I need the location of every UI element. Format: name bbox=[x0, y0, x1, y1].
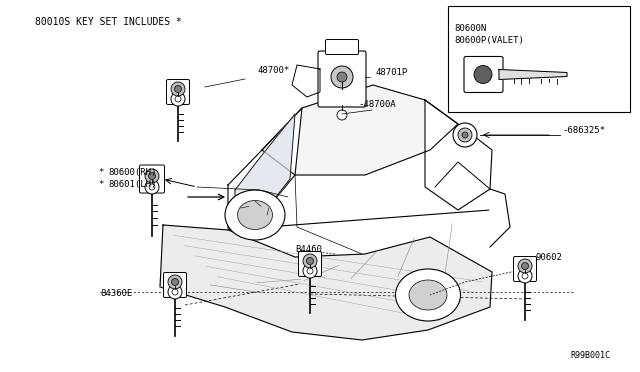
FancyBboxPatch shape bbox=[326, 39, 358, 55]
FancyBboxPatch shape bbox=[318, 51, 366, 107]
Circle shape bbox=[453, 123, 477, 147]
Polygon shape bbox=[262, 85, 458, 175]
Ellipse shape bbox=[225, 190, 285, 240]
Ellipse shape bbox=[409, 280, 447, 310]
Circle shape bbox=[474, 65, 492, 83]
Circle shape bbox=[175, 96, 181, 102]
FancyBboxPatch shape bbox=[298, 251, 321, 276]
Polygon shape bbox=[235, 114, 295, 222]
Circle shape bbox=[303, 264, 317, 278]
FancyBboxPatch shape bbox=[140, 165, 164, 193]
FancyBboxPatch shape bbox=[464, 57, 503, 93]
Bar bbox=[448, 6, 630, 112]
Circle shape bbox=[145, 180, 159, 194]
FancyBboxPatch shape bbox=[163, 273, 186, 298]
Circle shape bbox=[337, 72, 347, 82]
Circle shape bbox=[168, 275, 182, 289]
Circle shape bbox=[331, 66, 353, 88]
FancyBboxPatch shape bbox=[166, 80, 189, 105]
Text: 48700*: 48700* bbox=[258, 65, 291, 74]
Text: 80600P(VALET): 80600P(VALET) bbox=[454, 36, 524, 45]
Circle shape bbox=[172, 279, 179, 285]
Text: 84360E: 84360E bbox=[100, 289, 132, 298]
Circle shape bbox=[303, 254, 317, 268]
Text: 80600(RH): 80600(RH) bbox=[108, 167, 156, 176]
Circle shape bbox=[172, 289, 178, 295]
Circle shape bbox=[518, 269, 532, 283]
Text: *: * bbox=[98, 167, 104, 176]
Text: -686325*: -686325* bbox=[562, 125, 605, 135]
Text: 80010S KEY SET INCLUDES *: 80010S KEY SET INCLUDES * bbox=[35, 17, 182, 27]
Circle shape bbox=[148, 173, 156, 180]
Polygon shape bbox=[499, 70, 567, 80]
Circle shape bbox=[307, 257, 314, 264]
Circle shape bbox=[522, 263, 529, 269]
Ellipse shape bbox=[396, 269, 461, 321]
FancyBboxPatch shape bbox=[513, 257, 536, 282]
Text: 90602: 90602 bbox=[535, 253, 562, 262]
Ellipse shape bbox=[237, 201, 273, 230]
Text: -48700A: -48700A bbox=[358, 99, 396, 109]
Circle shape bbox=[171, 82, 185, 96]
Circle shape bbox=[337, 110, 347, 120]
Text: R99B001C: R99B001C bbox=[570, 351, 610, 360]
Polygon shape bbox=[228, 108, 302, 230]
Circle shape bbox=[462, 132, 468, 138]
Circle shape bbox=[458, 128, 472, 142]
Polygon shape bbox=[490, 189, 510, 247]
Circle shape bbox=[175, 86, 182, 93]
Text: 80600N: 80600N bbox=[454, 23, 486, 33]
Text: *: * bbox=[98, 180, 104, 189]
Circle shape bbox=[171, 92, 185, 106]
Text: 80601(LH): 80601(LH) bbox=[108, 180, 156, 189]
Circle shape bbox=[522, 273, 528, 279]
Polygon shape bbox=[292, 65, 320, 97]
Polygon shape bbox=[160, 225, 492, 340]
Text: 48701P: 48701P bbox=[375, 67, 407, 77]
Circle shape bbox=[307, 268, 313, 274]
Circle shape bbox=[149, 184, 155, 190]
Circle shape bbox=[518, 259, 532, 273]
Polygon shape bbox=[425, 100, 492, 210]
Text: B4460: B4460 bbox=[295, 246, 322, 254]
Circle shape bbox=[168, 285, 182, 299]
Circle shape bbox=[145, 169, 159, 183]
